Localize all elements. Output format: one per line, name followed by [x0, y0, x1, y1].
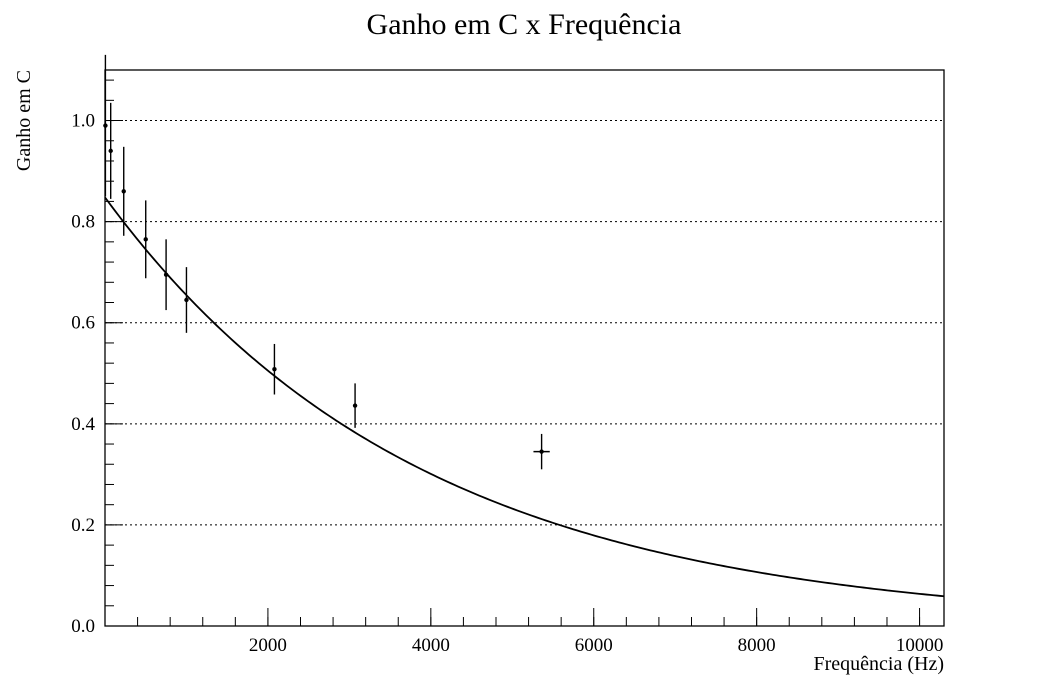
y-tick-label: 0.8: [71, 212, 95, 233]
plot-frame: [104, 69, 945, 627]
x-tick-labels: 2000 4000 6000 8000 10000: [249, 635, 943, 656]
y-axis-title: Ganho em C: [13, 70, 35, 171]
data-point: [272, 367, 277, 372]
data-point: [352, 403, 358, 408]
y-tick-label: 0.2: [71, 515, 95, 536]
x-tick-label: 6000: [575, 635, 613, 656]
y-tick-label: 0.4: [71, 414, 95, 435]
data-point: [539, 449, 544, 454]
data-point: [103, 123, 108, 128]
data-points: [103, 54, 550, 470]
axis-ticks: [104, 79, 921, 627]
x-tick-label: 2000: [249, 635, 287, 656]
fit-curve: [104, 196, 945, 598]
y-tick-label: 0.0: [71, 616, 95, 637]
x-axis-title: Frequência (Hz): [814, 653, 945, 675]
x-tick-label: 4000: [412, 635, 450, 656]
data-point: [163, 272, 169, 277]
data-point: [108, 148, 113, 154]
chart-title: Ganho em C x Frequência: [367, 8, 682, 41]
data-point: [143, 237, 148, 242]
grid-lines: [105, 120, 944, 526]
x-tick-label: 10000: [896, 635, 944, 656]
y-tick-label: 1.0: [71, 111, 95, 132]
x-tick-label: 8000: [738, 635, 776, 656]
data-point: [121, 189, 126, 194]
y-tick-label: 0.6: [71, 313, 95, 334]
y-tick-labels: 0.0 0.2 0.4 0.6 0.8 1.0: [71, 111, 95, 637]
data-point: [184, 297, 189, 303]
